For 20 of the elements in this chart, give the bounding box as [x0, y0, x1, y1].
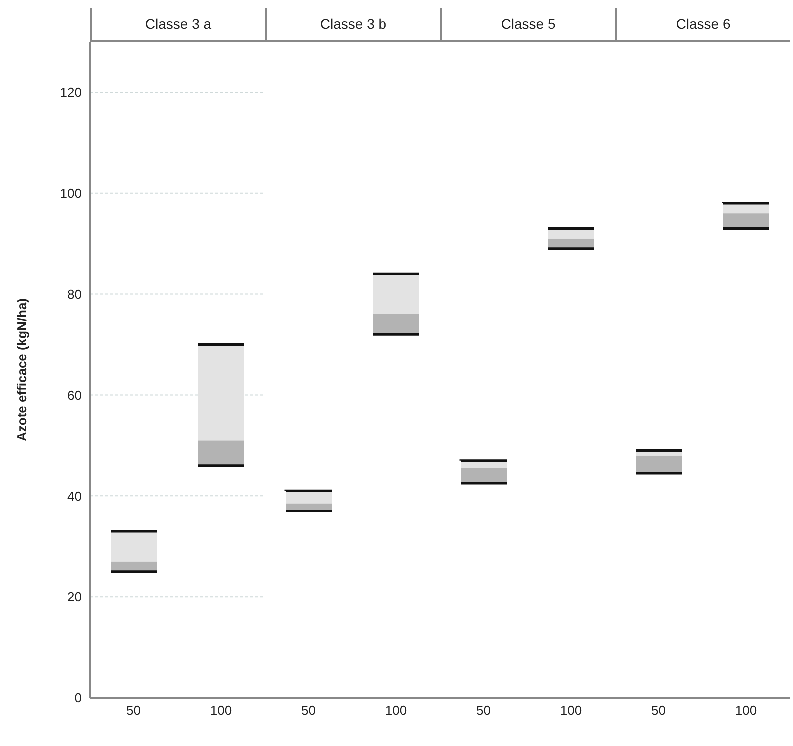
- x-tick-label: 100: [560, 703, 582, 718]
- x-tick-label: 50: [652, 703, 666, 718]
- y-tick-label: 40: [68, 488, 82, 504]
- x-tick-label: 50: [126, 703, 141, 718]
- y-axis-title: Azote efficace (kgN/ha): [14, 298, 30, 442]
- x-tick-label: 50: [476, 703, 491, 718]
- x-tick-label: 50: [302, 703, 316, 718]
- chart-title: Classe 6: [615, 8, 790, 42]
- x-tick-label: 100: [735, 703, 758, 718]
- y-tick-label: 60: [68, 388, 82, 403]
- y-tick-label: 80: [68, 286, 82, 302]
- y-tick-label: 20: [68, 590, 82, 605]
- y-tick-label: 100: [60, 186, 82, 201]
- chart-title: Classe 3 b: [265, 8, 440, 42]
- x-tick-label: 100: [210, 703, 232, 718]
- chart-title: Classe 5: [440, 8, 615, 42]
- y-tick-label: 120: [60, 85, 82, 100]
- x-tick-label: 100: [385, 703, 408, 718]
- chart-title: Classe 3 a: [90, 8, 265, 42]
- y-tick-label: 0: [74, 690, 82, 706]
